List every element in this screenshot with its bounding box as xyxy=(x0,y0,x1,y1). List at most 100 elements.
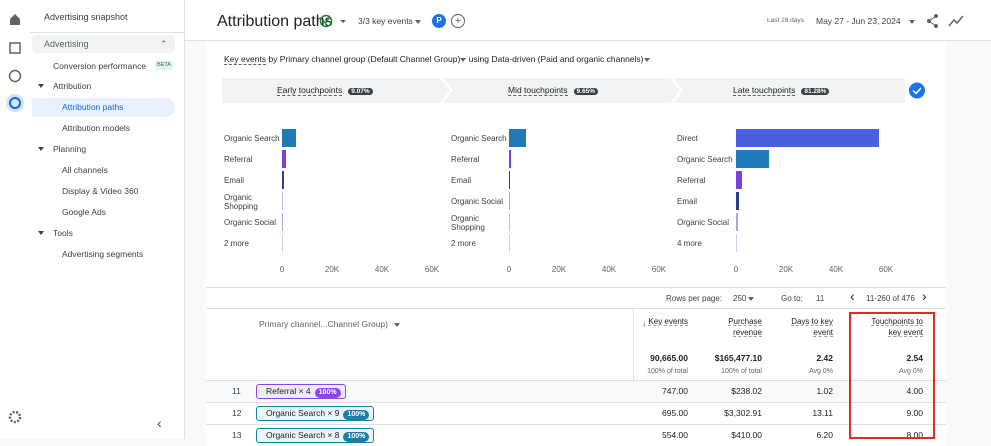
next-page[interactable]: › xyxy=(922,288,927,304)
bar[interactable] xyxy=(509,129,526,147)
sidebar xyxy=(30,0,185,439)
tab-bg[interactable] xyxy=(443,78,680,103)
bar-label: Email xyxy=(451,176,472,185)
bar[interactable] xyxy=(282,234,283,252)
nav-item[interactable]: Attribution paths xyxy=(62,102,124,112)
cell: 1.02 xyxy=(816,386,833,396)
chip-label: Organic Search × 8 xyxy=(266,430,340,440)
bar[interactable] xyxy=(736,129,879,147)
collapse-icon[interactable]: ⌃ xyxy=(160,39,168,49)
key-events-selector[interactable]: 3/3 key events xyxy=(358,15,421,27)
header-actions[interactable] xyxy=(924,12,966,30)
bar-label: Referral xyxy=(451,155,480,164)
bar[interactable] xyxy=(736,171,743,189)
x-tick-label: 40K xyxy=(828,265,844,274)
total-note: 100% of total xyxy=(647,368,688,375)
cell: $3,302.91 xyxy=(724,408,762,418)
add-comparison[interactable]: + xyxy=(451,14,465,28)
row-bg xyxy=(206,380,946,402)
tab[interactable]: Late touchpoints 81.28% xyxy=(733,84,830,98)
path-chip[interactable]: Referral × 4 100% xyxy=(256,384,346,399)
section-title[interactable]: Advertising xyxy=(44,39,89,49)
bar[interactable] xyxy=(736,213,738,231)
column-header[interactable]: Touchpoints to key event xyxy=(871,317,923,337)
dimension-header[interactable]: Primary channel...Channel Group) xyxy=(259,318,400,330)
tab-bg[interactable] xyxy=(222,78,450,103)
explore-icon[interactable] xyxy=(8,69,22,83)
settings-icon[interactable] xyxy=(8,410,22,424)
path-chip[interactable]: Organic Search × 8 100% xyxy=(256,428,375,443)
sort-icon[interactable]: ↓ xyxy=(642,318,647,328)
prev-page[interactable]: ‹ xyxy=(850,288,855,304)
bar[interactable] xyxy=(736,150,769,168)
bar[interactable] xyxy=(509,171,511,189)
x-tick-label: 60K xyxy=(651,265,667,274)
header xyxy=(185,0,991,41)
column-header[interactable]: Key events xyxy=(648,317,688,326)
row-index: 11 xyxy=(232,386,241,396)
touchpoint-tabs xyxy=(222,78,925,103)
bar-label: Organic Shopping xyxy=(451,214,485,232)
model[interactable]: Data-driven (Paid and organic channels) xyxy=(491,54,644,64)
tab-label: Mid touchpoints xyxy=(508,85,568,96)
page-range: 11-260 of 476 xyxy=(866,294,915,303)
bar[interactable] xyxy=(509,192,510,210)
nav-icons xyxy=(6,14,24,424)
nav-item[interactable]: Conversion performance xyxy=(53,61,147,71)
bar[interactable] xyxy=(282,171,284,189)
nav-item[interactable]: Tools xyxy=(53,228,73,238)
bar[interactable] xyxy=(282,192,283,210)
expand-icon[interactable] xyxy=(38,147,44,151)
reports-icon[interactable] xyxy=(9,42,21,54)
expand-icon[interactable] xyxy=(38,84,44,88)
rows-select[interactable]: 250 xyxy=(733,293,755,305)
nav-item[interactable]: Advertising segments xyxy=(62,249,144,259)
tab-bg[interactable] xyxy=(673,78,905,103)
expand-icon[interactable] xyxy=(38,231,44,235)
bar-label: Email xyxy=(677,197,698,206)
collapse-sidebar[interactable]: ‹ xyxy=(157,415,162,431)
bar[interactable] xyxy=(509,213,510,231)
metric[interactable]: Key events xyxy=(224,54,267,65)
bar[interactable] xyxy=(282,129,296,147)
column-header[interactable]: Days to key event xyxy=(791,317,833,337)
total-note: 100% of total xyxy=(721,368,762,375)
goto-input[interactable]: 11 xyxy=(816,294,825,303)
nav-item[interactable]: Display & Video 360 xyxy=(62,186,139,196)
bar[interactable] xyxy=(509,150,512,168)
nav-item[interactable]: Attribution xyxy=(53,81,92,91)
tab[interactable]: Mid touchpoints 9.65% xyxy=(508,84,598,98)
nav-item[interactable]: Attribution models xyxy=(62,123,131,133)
cell: 9.00 xyxy=(906,408,923,418)
tab[interactable]: Early touchpoints 9.07% xyxy=(277,84,373,98)
chip-share: 100% xyxy=(314,388,341,398)
sidebar-title[interactable]: Advertising snapshot xyxy=(44,12,128,22)
total-value: 90,665.00 xyxy=(650,353,688,363)
divider xyxy=(206,287,946,288)
chip-label: Referral × 4 xyxy=(266,386,311,396)
path-chip[interactable]: Organic Search × 9 100% xyxy=(256,406,375,421)
nav-item[interactable]: All channels xyxy=(62,165,108,175)
nav-item[interactable]: Planning xyxy=(53,144,87,154)
chip-share: 100% xyxy=(343,432,370,442)
row-index: 12 xyxy=(232,408,242,418)
tab-check[interactable] xyxy=(909,82,925,99)
nav-item[interactable]: Google Ads xyxy=(62,207,106,217)
bar[interactable] xyxy=(736,192,739,210)
cell: 695.00 xyxy=(662,408,688,418)
page-title: Attribution paths xyxy=(217,13,333,30)
column-header[interactable]: Purchase revenue xyxy=(728,317,762,337)
advertising-icon[interactable] xyxy=(6,94,24,112)
home-icon[interactable] xyxy=(10,14,20,25)
bar[interactable] xyxy=(282,150,287,168)
dimension[interactable]: Primary channel group (Default Channel G… xyxy=(279,54,461,64)
date-text: May 27 - Jun 23, 2024 xyxy=(816,16,901,26)
bar[interactable] xyxy=(509,234,510,252)
avatar[interactable]: P xyxy=(432,14,446,28)
bar[interactable] xyxy=(736,234,738,252)
status-icons[interactable] xyxy=(318,13,350,29)
bar[interactable] xyxy=(282,213,283,231)
rows-value: 250 xyxy=(733,294,747,303)
date-range[interactable]: May 27 - Jun 23, 2024 xyxy=(816,15,915,27)
